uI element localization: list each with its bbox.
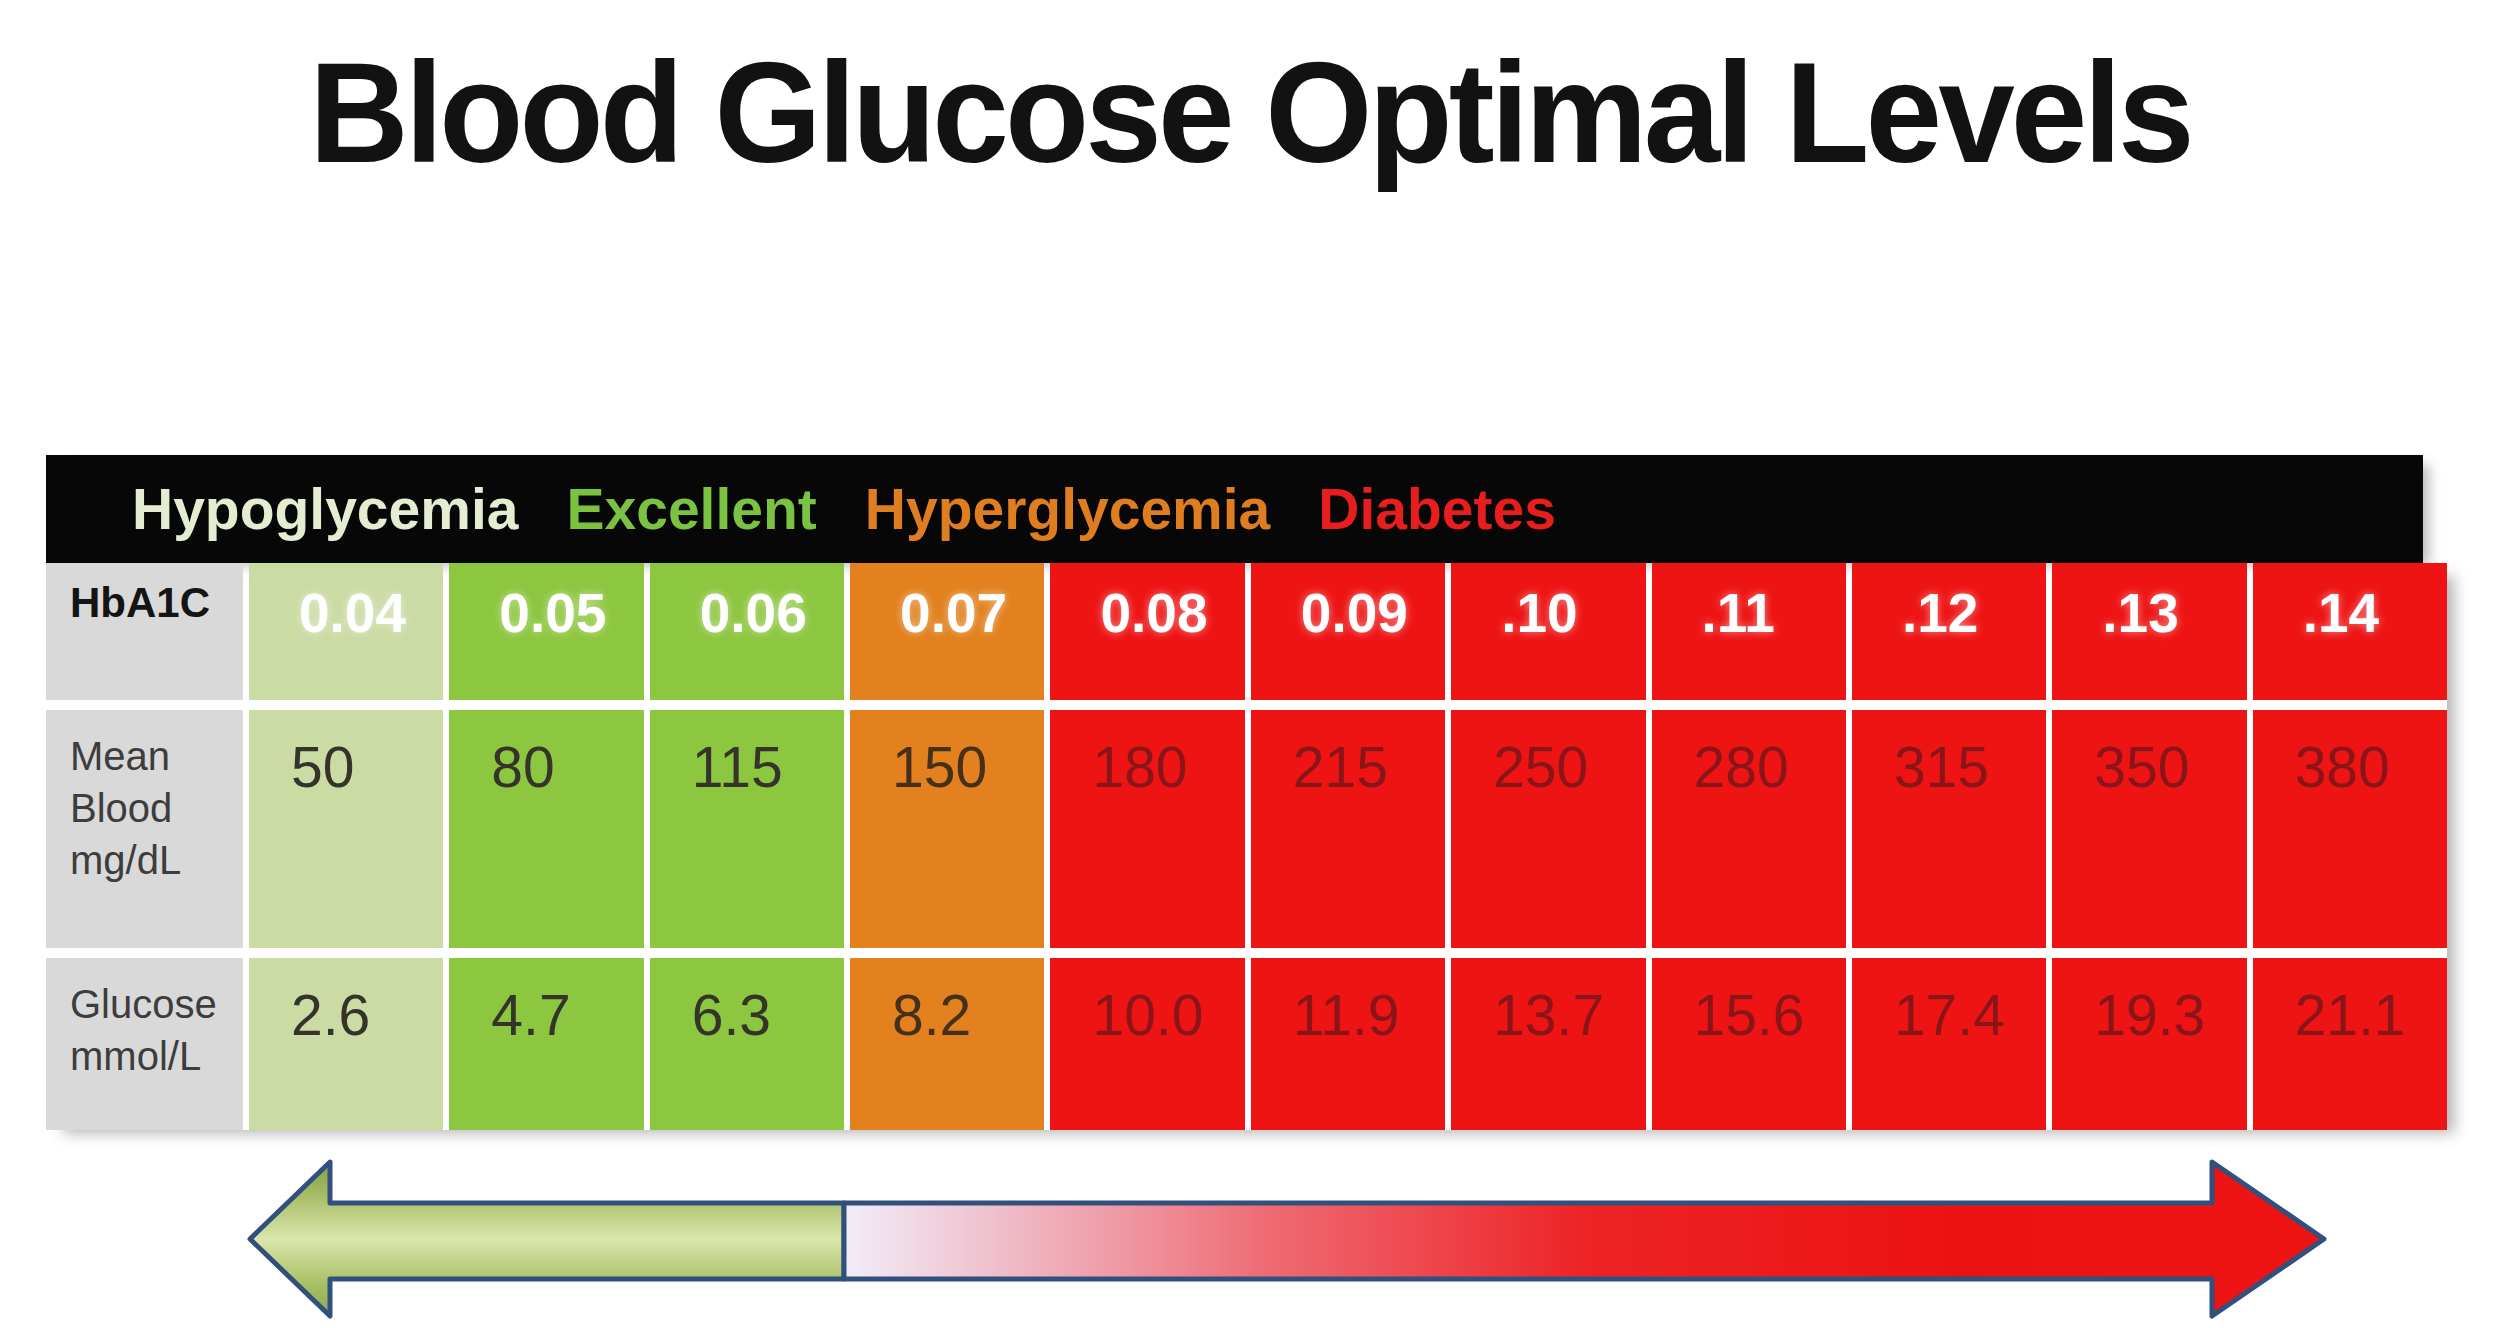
mmol-cell: 21.1 (2253, 958, 2447, 1130)
row-header-mean-blood: Mean Blood mg/dL (46, 710, 243, 948)
mmol-cell: 19.3 (2052, 958, 2246, 1130)
hba1c-cell: 0.06 (650, 563, 844, 700)
red-right-arrow (844, 1162, 2324, 1316)
hba1c-cell: .11 (1652, 563, 1846, 700)
mgdl-cell: 215 (1251, 710, 1445, 948)
page-title: Blood Glucose Optimal Levels (38, 28, 2463, 198)
mmol-cell: 15.6 (1652, 958, 1846, 1130)
mmol-cell: 4.7 (449, 958, 643, 1130)
hba1c-cell: 0.05 (449, 563, 643, 700)
legend-excellent: Excellent (566, 476, 816, 542)
hba1c-cell: .14 (2253, 563, 2447, 700)
mgdl-cell: 315 (1852, 710, 2046, 948)
legend-hypoglycemia: Hypoglycemia (132, 476, 518, 542)
mmol-cell: 6.3 (650, 958, 844, 1130)
hba1c-cell: 0.04 (249, 563, 443, 700)
hba1c-cell: .10 (1451, 563, 1645, 700)
mgdl-cell: 150 (850, 710, 1044, 948)
mgdl-cell: 50 (249, 710, 443, 948)
hba1c-cell: 0.08 (1050, 563, 1244, 700)
mgdl-cell: 380 (2253, 710, 2447, 948)
mgdl-cell: 250 (1451, 710, 1645, 948)
row-header-glucose-mmol: Glucose mmol/L (46, 958, 243, 1130)
mmol-cell: 2.6 (249, 958, 443, 1130)
mgdl-cell: 280 (1652, 710, 1846, 948)
mgdl-cell: 115 (650, 710, 844, 948)
glucose-table: HbA1C 0.04 0.05 0.06 0.07 0.08 0.09 .10 … (46, 563, 2447, 1130)
row-header-hba1c: HbA1C (46, 563, 243, 700)
severity-arrow (172, 1146, 2352, 1328)
hba1c-cell: .13 (2052, 563, 2246, 700)
green-left-arrow (250, 1162, 844, 1316)
mgdl-cell: 350 (2052, 710, 2246, 948)
mmol-cell: 17.4 (1852, 958, 2046, 1130)
mgdl-cell: 180 (1050, 710, 1244, 948)
legend-hyperglycemia: Hyperglycemia (865, 476, 1271, 542)
hba1c-cell: 0.07 (850, 563, 1044, 700)
mmol-cell: 8.2 (850, 958, 1044, 1130)
legend-bar: Hypoglycemia Excellent Hyperglycemia Dia… (46, 455, 2423, 563)
mmol-cell: 11.9 (1251, 958, 1445, 1130)
hba1c-cell: .12 (1852, 563, 2046, 700)
legend-diabetes: Diabetes (1318, 476, 1556, 542)
severity-arrow-graphic (172, 1146, 2352, 1328)
mmol-cell: 13.7 (1451, 958, 1645, 1130)
hba1c-cell: 0.09 (1251, 563, 1445, 700)
mgdl-cell: 80 (449, 710, 643, 948)
mmol-cell: 10.0 (1050, 958, 1244, 1130)
